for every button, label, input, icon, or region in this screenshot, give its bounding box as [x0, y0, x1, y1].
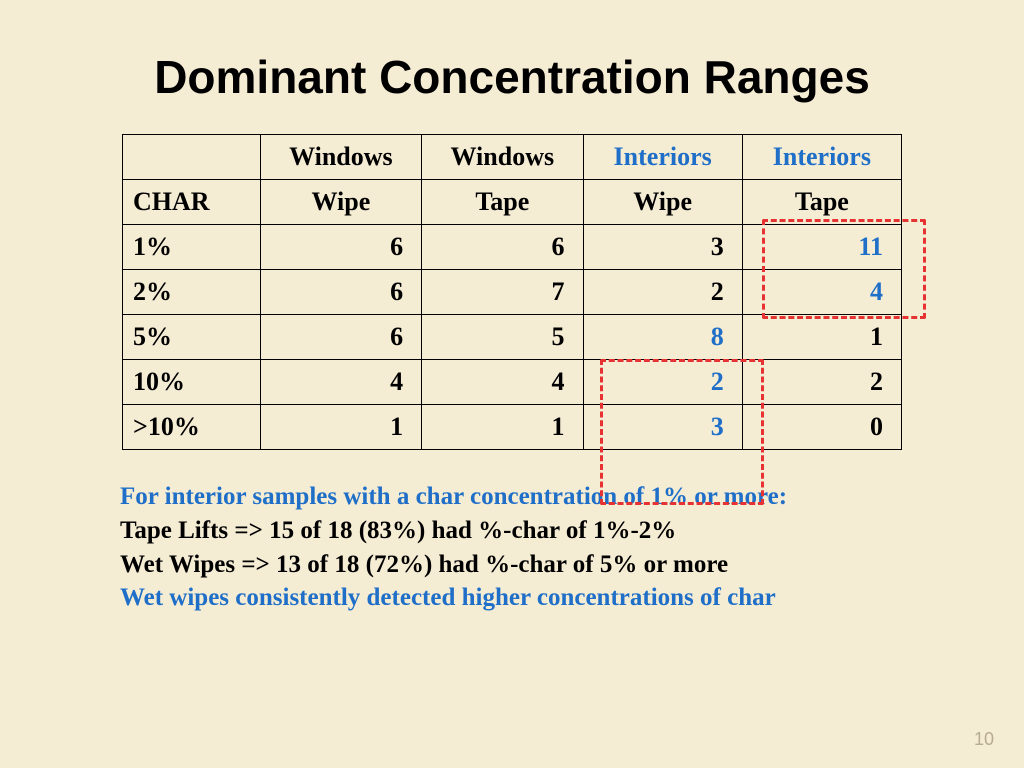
cell-highlight: 11	[742, 225, 901, 270]
hdr-interiors-2: Interiors	[742, 135, 901, 180]
notes-block: For interior samples with a char concent…	[120, 480, 904, 615]
note-line: For interior samples with a char concent…	[120, 480, 904, 514]
cell: 6	[260, 270, 421, 315]
cell: 2	[583, 270, 742, 315]
cell-highlight: 2	[583, 360, 742, 405]
cell: 4	[422, 360, 583, 405]
page-number: 10	[974, 729, 994, 750]
concentration-table: Windows Windows Interiors Interiors CHAR…	[122, 134, 902, 450]
cell: 1	[742, 315, 901, 360]
cell: 6	[260, 315, 421, 360]
hdr-tape1: Tape	[422, 180, 583, 225]
page-title: Dominant Concentration Ranges	[70, 50, 954, 104]
cell-highlight: 4	[742, 270, 901, 315]
cell: 5	[422, 315, 583, 360]
table-header-row-1: Windows Windows Interiors Interiors	[123, 135, 902, 180]
hdr-tape2: Tape	[742, 180, 901, 225]
hdr-windows-2: Windows	[422, 135, 583, 180]
table-row: 10% 4 4 2 2	[123, 360, 902, 405]
cell: 4	[260, 360, 421, 405]
cell: 1	[260, 405, 421, 450]
cell: 3	[583, 225, 742, 270]
hdr-interiors-1: Interiors	[583, 135, 742, 180]
table-row: 1% 6 6 3 11	[123, 225, 902, 270]
cell-highlight: 3	[583, 405, 742, 450]
row-label: >10%	[123, 405, 261, 450]
note-line: Wet wipes consistently detected higher c…	[120, 581, 904, 615]
row-label: 10%	[123, 360, 261, 405]
table-row: 5% 6 5 8 1	[123, 315, 902, 360]
row-label: 1%	[123, 225, 261, 270]
hdr-windows-1: Windows	[260, 135, 421, 180]
cell: 6	[260, 225, 421, 270]
note-line: Wet Wipes => 13 of 18 (72%) had %-char o…	[120, 548, 904, 582]
cell: 6	[422, 225, 583, 270]
slide-container: Dominant Concentration Ranges Windows Wi…	[0, 0, 1024, 768]
table-header-row-2: CHAR Wipe Tape Wipe Tape	[123, 180, 902, 225]
row-label: 5%	[123, 315, 261, 360]
cell: 1	[422, 405, 583, 450]
cell: 7	[422, 270, 583, 315]
hdr-wipe2: Wipe	[583, 180, 742, 225]
row-label: 2%	[123, 270, 261, 315]
hdr-char: CHAR	[123, 180, 261, 225]
cell: 0	[742, 405, 901, 450]
cell: 2	[742, 360, 901, 405]
table-wrap: Windows Windows Interiors Interiors CHAR…	[122, 134, 902, 450]
hdr-wipe1: Wipe	[260, 180, 421, 225]
note-line: Tape Lifts => 15 of 18 (83%) had %-char …	[120, 514, 904, 548]
table-row: 2% 6 7 2 4	[123, 270, 902, 315]
table-row: >10% 1 1 3 0	[123, 405, 902, 450]
cell-highlight: 8	[583, 315, 742, 360]
